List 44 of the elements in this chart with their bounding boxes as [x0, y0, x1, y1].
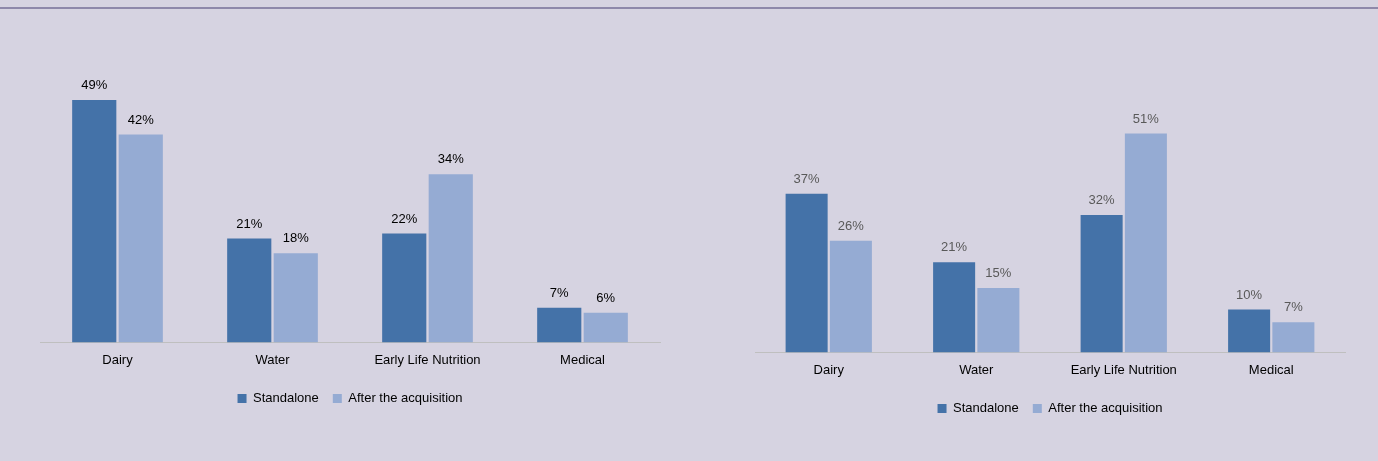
bar: [537, 307, 582, 343]
data-label: 6%: [596, 289, 616, 305]
bar: [933, 262, 976, 353]
data-label: 18%: [282, 230, 310, 246]
x-tick-label: Water: [959, 361, 995, 377]
bar: [1124, 133, 1167, 353]
x-tick-label: Water: [255, 351, 291, 367]
x-tick-label: Early Life Nutrition: [1070, 361, 1177, 377]
x-tick-label: Dairy: [102, 351, 134, 367]
data-label: 49%: [81, 77, 108, 93]
bar: [1272, 322, 1315, 353]
x-tick-label: Medical: [560, 351, 606, 367]
bar: [977, 288, 1020, 353]
bar: [118, 134, 163, 343]
data-label: 26%: [837, 217, 865, 233]
bar: [382, 233, 427, 343]
bar: [72, 99, 117, 343]
legend-label: After the acquisition: [1048, 400, 1163, 416]
bar: [428, 174, 473, 343]
data-label: 7%: [1283, 299, 1304, 315]
bar: [829, 240, 872, 353]
data-label: 15%: [985, 265, 1012, 281]
data-label: 32%: [1088, 192, 1116, 208]
bar: [785, 193, 828, 353]
bar: [1080, 215, 1123, 353]
x-tick-label: Medical: [1248, 361, 1294, 377]
data-label: 10%: [1236, 286, 1263, 302]
data-label: 51%: [1132, 110, 1160, 126]
data-label: 21%: [941, 239, 968, 255]
bar: [227, 238, 272, 343]
data-label: 34%: [437, 151, 465, 167]
legend-label: After the acquisition: [348, 390, 463, 406]
data-label: 7%: [549, 284, 570, 300]
data-label: 21%: [236, 215, 263, 231]
x-tick-label: Dairy: [813, 361, 845, 377]
x-tick-label: Early Life Nutrition: [374, 351, 481, 367]
bar: [1228, 309, 1271, 353]
data-label: 22%: [391, 210, 418, 226]
data-label: 37%: [793, 170, 821, 186]
bar: [273, 253, 318, 343]
bar: [583, 312, 628, 343]
legend-label: Standalone: [253, 390, 319, 406]
legend-label: Standalone: [953, 400, 1019, 416]
data-label: 42%: [127, 111, 155, 127]
